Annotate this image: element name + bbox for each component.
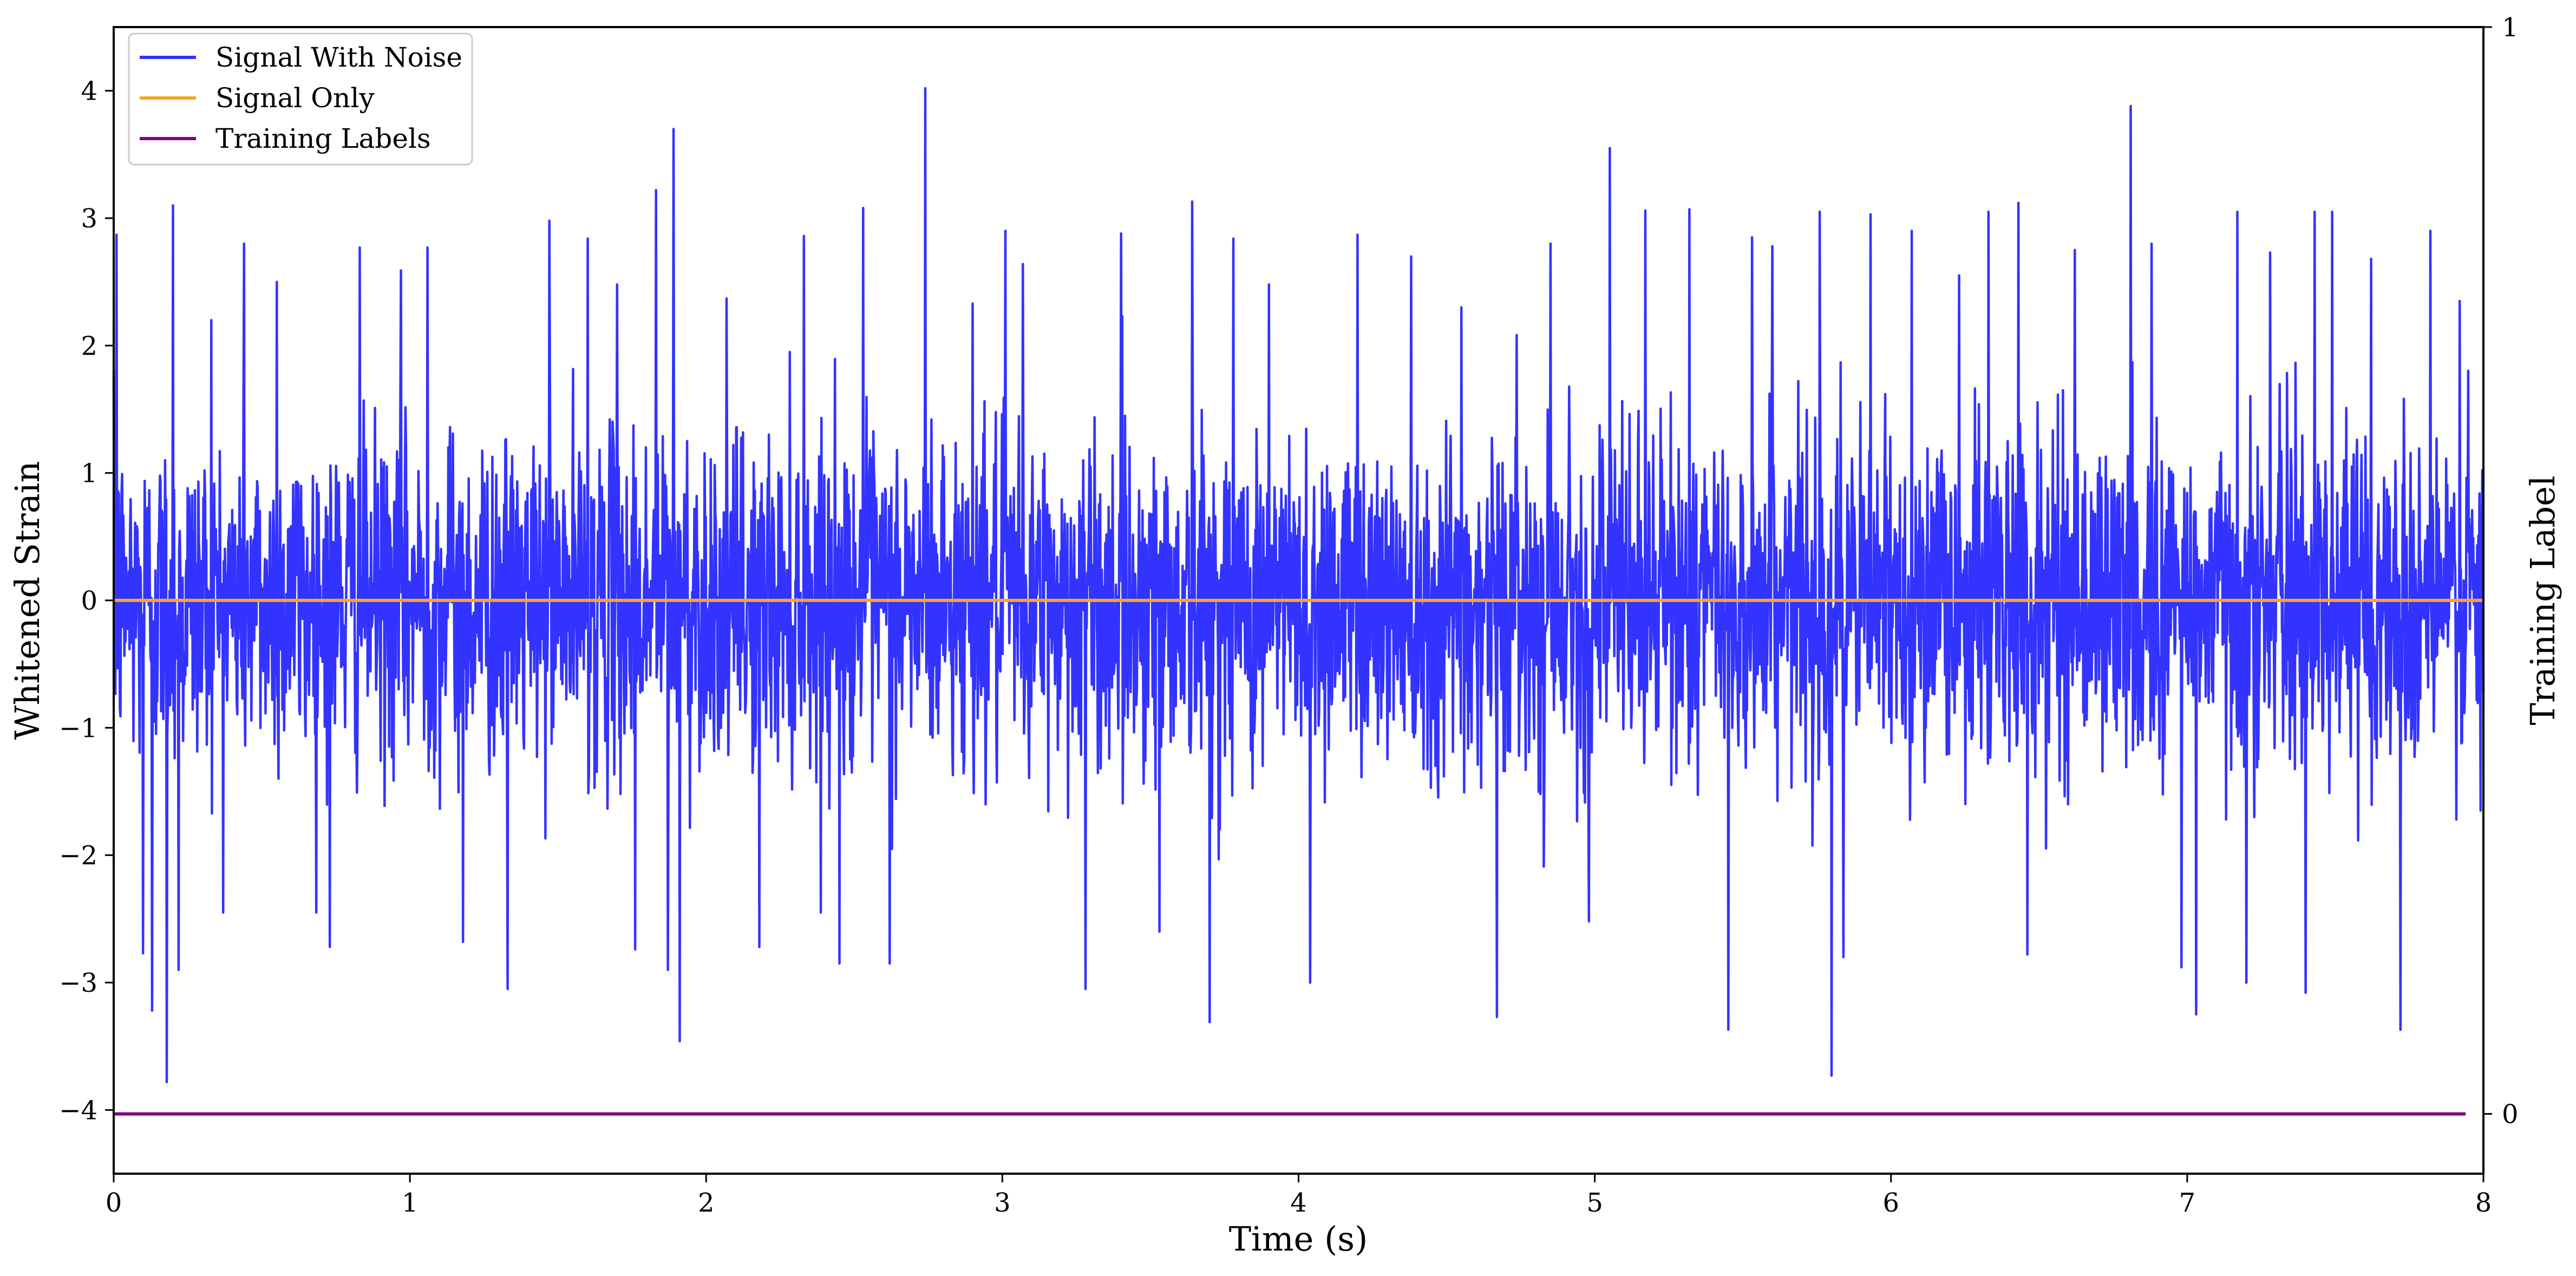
legend-label-signal-with-noise: Signal With Noise [215, 42, 462, 73]
legend-label-signal-only: Signal Only [215, 82, 375, 114]
y-tick-label: 1 [81, 459, 97, 489]
y-axis-right: 01 [2483, 12, 2519, 1130]
y2-tick-label: 0 [2502, 1100, 2519, 1130]
x-axis-title: Time (s) [1229, 1219, 1368, 1259]
x-tick-label: 8 [2475, 1188, 2492, 1218]
y-tick-label: −3 [59, 968, 97, 998]
x-tick-label: 1 [402, 1188, 419, 1218]
y-tick-label: 4 [81, 76, 97, 107]
series-lines [114, 599, 2483, 1116]
y2-axis-title: Training Label [2523, 475, 2562, 725]
y-tick-label: −1 [59, 713, 97, 743]
y-tick-label: −2 [59, 841, 97, 871]
y-tick-label: 2 [81, 331, 97, 361]
x-tick-label: 7 [2179, 1188, 2196, 1218]
x-tick-label: 2 [698, 1188, 715, 1218]
x-tick-label: 3 [994, 1188, 1011, 1218]
x-tick-label: 6 [1882, 1188, 1899, 1218]
legend-label-training-labels: Training Labels [215, 123, 431, 154]
series-line-signal-with-noise [112, 87, 2485, 1083]
x-tick-label: 0 [106, 1188, 122, 1218]
y2-tick-label: 1 [2502, 12, 2519, 43]
x-tick-label: 4 [1290, 1188, 1307, 1218]
x-tick-label: 5 [1586, 1188, 1603, 1218]
series-signal-with-noise [112, 87, 2485, 1083]
y-tick-label: 3 [81, 204, 97, 234]
y-tick-label: −4 [59, 1095, 97, 1126]
legend-box [128, 32, 473, 166]
y-tick-label: 0 [81, 586, 97, 616]
x-axis: 0 1 2 3 4 5 6 7 8 [106, 1174, 2492, 1218]
legend: Signal With Noise Signal Only Training L… [128, 32, 473, 166]
y-axis-left: −4 −3 −2 −1 0 1 2 3 4 [59, 76, 114, 1126]
y-axis-title: Whitened Strain [8, 461, 47, 740]
